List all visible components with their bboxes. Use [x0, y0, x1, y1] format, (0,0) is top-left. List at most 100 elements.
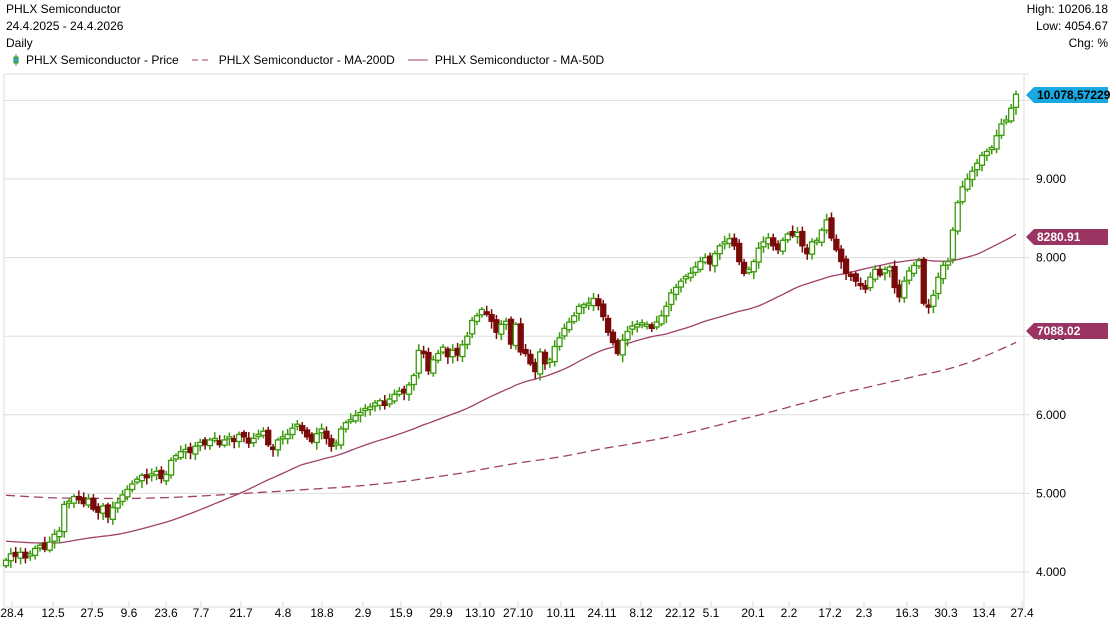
candle — [935, 276, 942, 295]
candle — [784, 233, 791, 241]
candle — [177, 451, 184, 459]
candle — [284, 433, 291, 440]
candle — [469, 319, 476, 335]
candle — [833, 238, 840, 251]
candle — [250, 437, 257, 444]
ma200-tag-text: 7088.02 — [1037, 324, 1081, 338]
candle — [167, 459, 175, 476]
candle — [323, 430, 330, 440]
legend-item-ma50[interactable]: PHLX Semiconductor - MA-50D — [407, 53, 604, 67]
candle — [687, 272, 694, 279]
candle — [522, 348, 529, 355]
date-range: 24.4.2025 - 24.4.2026 — [6, 19, 124, 33]
high-value: High: 10206.18 — [1026, 2, 1108, 16]
last-price-tag-text: 10.078,57229 — [1037, 88, 1111, 102]
candle — [974, 162, 981, 171]
candle — [303, 429, 311, 438]
candle — [299, 424, 306, 432]
candle — [31, 547, 39, 556]
candle — [799, 230, 806, 247]
candle — [828, 217, 835, 239]
legend-item-price[interactable]: PHLX Semiconductor - Price — [12, 53, 179, 67]
candle — [109, 506, 116, 520]
candle — [367, 406, 374, 411]
ma50-tag-text: 8280.91 — [1037, 230, 1081, 244]
candle — [566, 321, 573, 331]
candle — [464, 335, 471, 346]
candle — [731, 237, 738, 247]
x-tick-label: 27.4 — [1010, 606, 1034, 620]
candle — [211, 437, 218, 442]
candle — [405, 384, 413, 395]
candle — [7, 553, 15, 562]
candle — [838, 248, 845, 263]
candle — [289, 427, 296, 436]
candle — [90, 497, 97, 510]
ma50-line — [5, 233, 1017, 544]
x-tick-label: 7.7 — [193, 606, 210, 620]
candle — [940, 264, 947, 280]
candle — [959, 186, 966, 203]
candle — [430, 359, 437, 374]
x-tick-label: 28.4 — [0, 606, 24, 620]
candle — [580, 304, 587, 308]
x-tick-label: 15.9 — [389, 606, 413, 620]
candle — [668, 292, 675, 306]
ma200-tag — [1026, 323, 1108, 339]
candle — [46, 541, 53, 551]
candle — [993, 135, 1000, 150]
candle — [517, 323, 524, 353]
x-tick-label: 29.9 — [429, 606, 453, 620]
x-tick-label: 16.3 — [895, 606, 919, 620]
candle — [163, 473, 170, 482]
candle — [488, 314, 495, 322]
candle — [551, 345, 558, 363]
candle — [56, 530, 63, 538]
candle — [954, 201, 961, 232]
x-tick-label: 21.7 — [229, 606, 253, 620]
candle — [1007, 107, 1015, 122]
candle — [51, 533, 58, 542]
candle — [697, 260, 704, 271]
candle — [498, 323, 505, 335]
candle — [920, 258, 927, 304]
legend: PHLX Semiconductor - Price PHLX Semicond… — [12, 53, 610, 67]
y-tick-label: 9.000 — [1036, 172, 1066, 186]
candle — [716, 245, 723, 255]
x-tick-label: 27.5 — [80, 606, 104, 620]
candle — [221, 439, 228, 446]
candle — [483, 311, 490, 315]
candle — [949, 229, 957, 260]
candle — [770, 237, 777, 247]
legend-label: PHLX Semiconductor - Price — [26, 53, 179, 67]
x-tick-label: 12.5 — [41, 606, 65, 620]
x-tick-label: 10.11 — [546, 606, 575, 620]
legend-label: PHLX Semiconductor - MA-50D — [434, 53, 605, 67]
x-tick-label: 22.12 — [665, 606, 695, 620]
candle — [119, 494, 126, 503]
candle — [274, 439, 282, 451]
candle — [435, 352, 442, 361]
candle — [415, 349, 422, 374]
x-tick-label: 20.1 — [741, 606, 765, 620]
x-tick-label: 13.4 — [972, 606, 996, 620]
candle — [226, 436, 233, 440]
legend-item-ma200[interactable]: PHLX Semiconductor - MA-200D — [191, 53, 395, 67]
candle — [337, 428, 345, 446]
candle — [561, 327, 568, 337]
chart-header-left: PHLX Semiconductor 24.4.2025 - 24.4.2026… — [6, 1, 123, 52]
x-tick-label: 4.8 — [275, 606, 292, 620]
candle — [672, 286, 680, 296]
candle — [906, 270, 913, 281]
candle — [609, 331, 617, 344]
candle — [556, 337, 563, 348]
candle — [124, 488, 131, 498]
candle — [891, 265, 898, 289]
candle — [192, 445, 199, 455]
candle — [595, 298, 602, 307]
candle — [983, 150, 991, 157]
candle — [600, 303, 607, 318]
candle — [750, 260, 757, 273]
candle — [711, 253, 719, 267]
